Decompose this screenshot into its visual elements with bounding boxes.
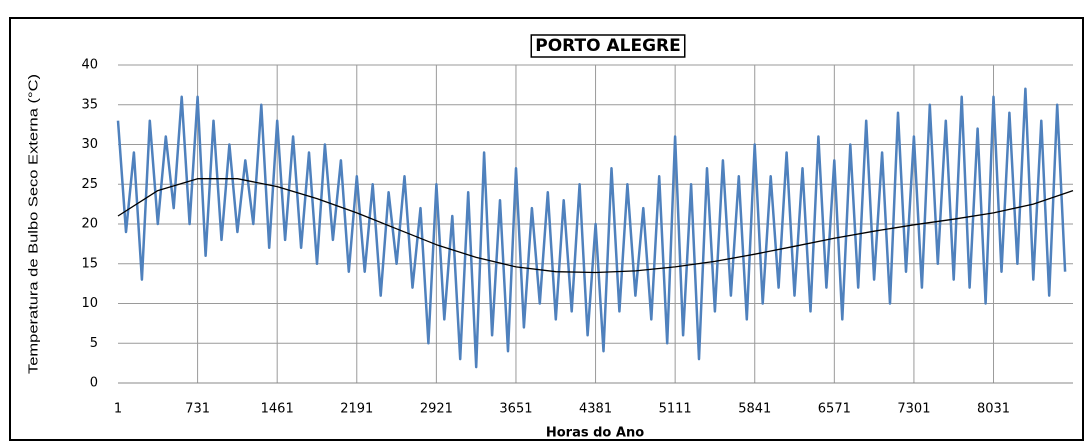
y-axis-label: Temperatura de Bulbo Seco Externa (°C) <box>25 74 40 374</box>
x-axis-label: Horas do Ano <box>546 426 644 441</box>
data-line <box>117 178 1074 274</box>
x-tick-label: 6571 <box>818 402 851 417</box>
y-tick-label: 5 <box>90 336 98 351</box>
chart-title: PORTO ALEGRE <box>535 36 680 56</box>
y-tick-label: 15 <box>81 256 98 271</box>
data-line <box>116 87 1067 369</box>
x-tick-label: 1461 <box>261 402 294 417</box>
x-tick-label: 5841 <box>738 402 771 417</box>
x-tick-label: 8031 <box>977 402 1010 417</box>
y-tick-label: 20 <box>81 217 98 232</box>
y-tick-label: 30 <box>81 137 98 152</box>
x-tick-label: 7301 <box>897 402 930 417</box>
y-tick-label: 35 <box>81 97 98 112</box>
title-box <box>530 34 686 58</box>
y-tick-label: 10 <box>81 296 98 311</box>
x-tick-label: 2191 <box>340 402 373 417</box>
x-tick-label: 731 <box>185 402 210 417</box>
x-tick-label: 5111 <box>659 402 692 417</box>
y-tick-label: 25 <box>81 177 98 192</box>
x-tick-label: 1 <box>114 402 122 417</box>
y-tick-label: 0 <box>90 376 98 391</box>
chart-frame <box>9 17 1084 441</box>
y-tick-label: 40 <box>81 58 98 73</box>
x-tick-label: 3651 <box>499 402 532 417</box>
x-tick-label: 4381 <box>579 402 612 417</box>
x-tick-label: 2921 <box>420 402 453 417</box>
